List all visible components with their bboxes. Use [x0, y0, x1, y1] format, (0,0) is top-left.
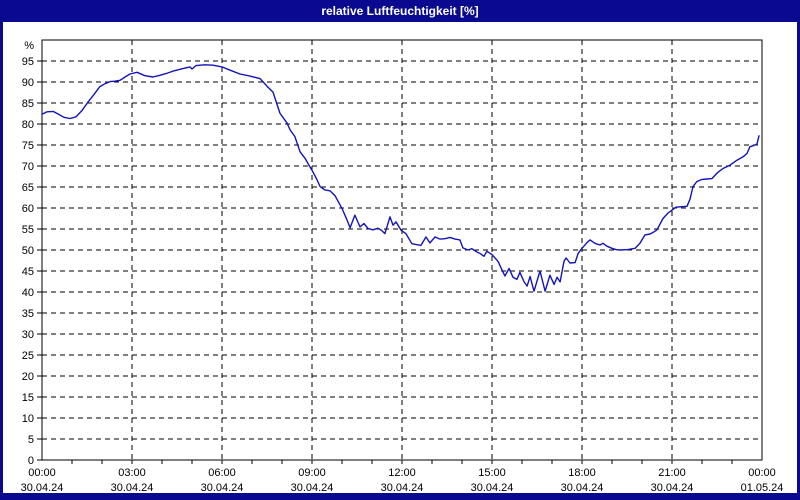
x-axis-labels: 00:00 30.04.24 03:00 30.04.24 06:00 30.04.24 0…	[21, 467, 784, 494]
x-tick-time-label: 03:00	[118, 467, 146, 479]
humidity-chart: 05101520253035404550556065707580859095%0…	[21, 39, 784, 494]
x-axis-ticks	[71, 460, 733, 464]
y-tick-label: 50	[22, 245, 34, 257]
y-tick-label: 85	[22, 98, 34, 110]
y-tick-label: 20	[22, 371, 34, 383]
x-tick-time-label: 00:00	[28, 467, 56, 479]
y-tick-label: 95	[22, 56, 34, 68]
y-tick-label: 60	[22, 203, 34, 215]
x-tick-time-label: 00:00	[748, 467, 776, 479]
y-axis-labels: 0 5 10 15 20 25 30 35 40 45 50 55 60 65 70 75 80 85 90 95%	[22, 40, 42, 467]
y-tick-label: 90	[22, 77, 34, 89]
y-tick-label: 25	[22, 350, 34, 362]
y-tick-label: 0	[28, 455, 34, 467]
y-tick-label: 30	[22, 329, 34, 341]
y-tick-label: 35	[22, 308, 34, 320]
y-tick-label: 75	[22, 140, 34, 152]
x-tick-time-label: 18:00	[568, 467, 596, 479]
window-title: relative Luftfeuchtigkeit [%]	[321, 4, 479, 18]
gridlines	[42, 40, 762, 460]
x-tick-date-label: 30.04.24	[471, 482, 514, 493]
x-tick-date-label: 30.04.24	[201, 482, 244, 493]
y-axis-unit-label: %	[24, 40, 34, 52]
y-tick-label: 65	[22, 182, 34, 194]
x-tick-date-label: 30.04.24	[291, 482, 334, 493]
y-tick-label: 80	[22, 119, 34, 131]
x-tick-date-label: 01.05.24	[741, 482, 784, 493]
x-tick-time-label: 06:00	[208, 467, 236, 479]
x-tick-time-label: 15:00	[478, 467, 506, 479]
x-tick-date-label: 30.04.24	[21, 482, 64, 493]
humidity-series-line	[41, 64, 760, 292]
y-tick-label: 5	[28, 434, 34, 446]
x-tick-date-label: 30.04.24	[111, 482, 154, 493]
x-tick-date-label: 30.04.24	[651, 482, 694, 493]
y-tick-label: 10	[22, 413, 34, 425]
y-tick-label: 45	[22, 266, 34, 278]
title-bar: relative Luftfeuchtigkeit [%]	[0, 0, 800, 22]
x-tick-date-label: 30.04.24	[381, 482, 424, 493]
y-tick-label: 40	[22, 287, 34, 299]
x-tick-time-label: 09:00	[298, 467, 326, 479]
y-tick-label: 55	[22, 224, 34, 236]
x-tick-date-label: 30.04.24	[561, 482, 604, 493]
chart-area: 0 5 10 15 20 25 30 35 40 45 50 55 60 65 70 75 80 85 90 95% 0…	[3, 22, 797, 494]
x-tick-time-label: 21:00	[658, 467, 686, 479]
y-tick-label: 15	[22, 392, 34, 404]
x-tick-time-label: 12:00	[388, 467, 416, 479]
y-tick-label: 70	[22, 161, 34, 173]
